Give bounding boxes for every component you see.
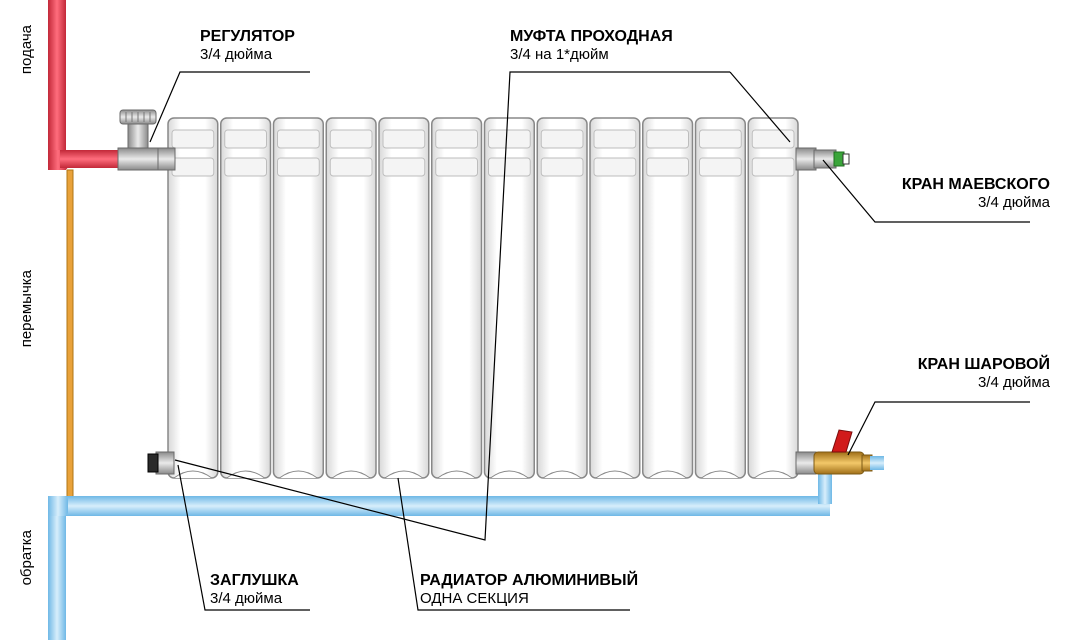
leader-line (823, 160, 1030, 222)
radiator-section (696, 118, 746, 478)
hot-pipe-horizontal (60, 150, 120, 168)
radiator-section (748, 118, 798, 478)
radiator-body (166, 118, 800, 478)
maevsky-valve (834, 152, 849, 166)
radiator-section (274, 118, 324, 478)
cold-pipe-vertical (48, 496, 66, 640)
radiator-section (643, 118, 693, 478)
hot-pipe-vertical (48, 0, 66, 170)
regulator-valve (118, 110, 158, 170)
plug (148, 452, 174, 474)
leader-line (848, 402, 1030, 455)
radiator-section (590, 118, 640, 478)
radiator-section (432, 118, 482, 478)
diagram-svg (0, 0, 1070, 640)
radiator-section (537, 118, 587, 478)
radiator-section (221, 118, 271, 478)
coupling-right (796, 148, 836, 170)
radiator-section (485, 118, 535, 478)
radiator-section (379, 118, 429, 478)
bypass-pipe (67, 170, 73, 500)
radiator-section (168, 118, 218, 478)
cold-pipe-elbow (48, 496, 68, 516)
cold-pipe-horizontal (60, 496, 830, 516)
leader-line (178, 465, 310, 610)
cold-pipe-stub (818, 470, 832, 504)
radiator-section (326, 118, 376, 478)
coupling-bottom-right (796, 452, 816, 474)
